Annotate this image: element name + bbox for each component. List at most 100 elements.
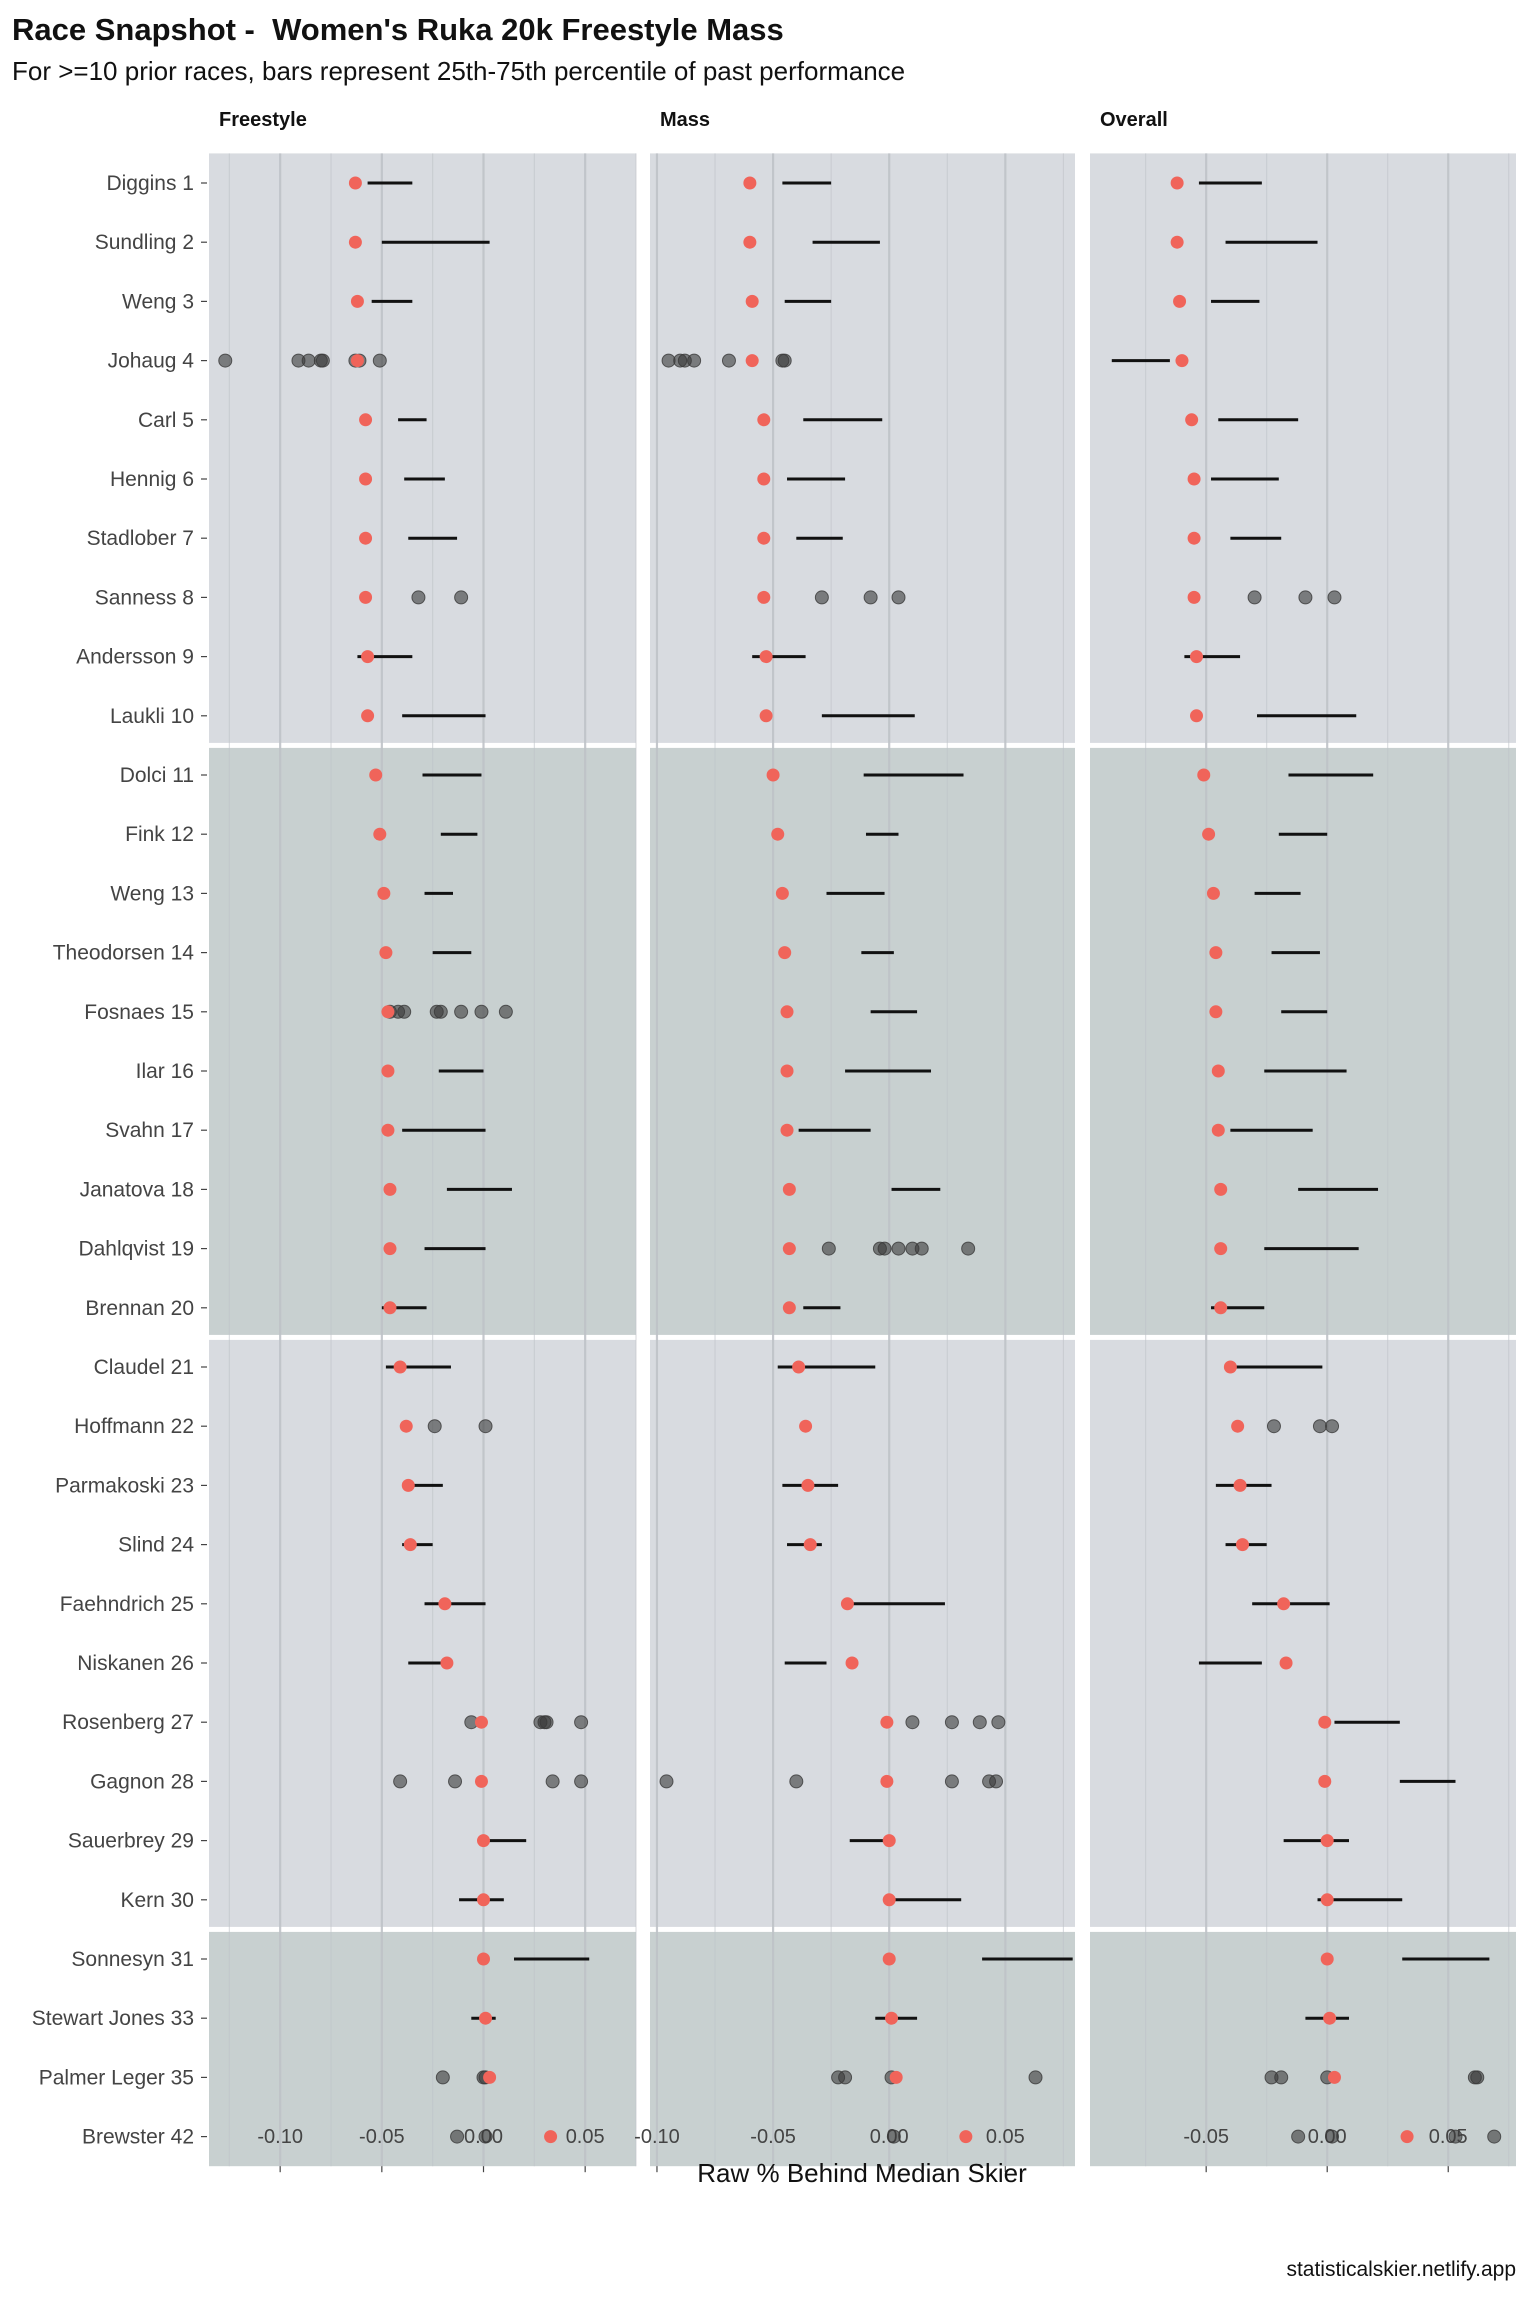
current-race-point <box>379 946 393 960</box>
past-result-point <box>433 1004 448 1019</box>
current-race-point <box>778 946 792 960</box>
past-result-point <box>821 1241 836 1256</box>
current-race-point <box>1170 176 1184 190</box>
past-result-point <box>450 2129 465 2144</box>
skier-label: Johaug 4 <box>108 350 195 373</box>
chart-subtitle: For >=10 prior races, bars represent 25t… <box>12 56 906 86</box>
skier-label: Slind 24 <box>118 1534 194 1557</box>
current-race-point <box>381 1064 395 1078</box>
past-result-point <box>454 590 469 605</box>
current-race-point <box>350 294 364 308</box>
panel-label-overall: Overall <box>1100 109 1168 131</box>
panel-band <box>650 153 1075 743</box>
panel-band <box>1090 1339 1516 1927</box>
current-race-point <box>743 235 757 249</box>
past-result-point <box>454 1004 469 1019</box>
past-result-point <box>372 353 387 368</box>
current-race-point <box>403 1538 417 1552</box>
past-result-point <box>1312 1419 1327 1434</box>
current-race-point <box>359 472 373 486</box>
current-race-point <box>803 1538 817 1552</box>
current-race-point <box>383 1182 397 1196</box>
skier-label: Claudel 21 <box>94 1356 194 1379</box>
current-race-point <box>399 1419 413 1433</box>
current-race-point <box>359 413 373 427</box>
panel-band <box>650 1931 1075 2167</box>
past-result-point <box>891 1241 906 1256</box>
skier-label: Carl 5 <box>138 409 194 432</box>
current-race-point <box>1320 1952 1334 1966</box>
past-result-point <box>891 590 906 605</box>
current-race-point <box>1187 590 1201 604</box>
x-tick-label: 0.05 <box>566 2126 605 2148</box>
current-race-point <box>882 1893 896 1907</box>
current-race-point <box>782 1182 796 1196</box>
current-race-point <box>1327 2070 1341 2084</box>
panel-band <box>650 1339 1075 1927</box>
skier-label: Brennan 20 <box>85 1297 194 1320</box>
skier-label: Sundling 2 <box>95 231 194 254</box>
past-result-point <box>1266 1419 1281 1434</box>
skier-label: Hennig 6 <box>110 468 194 491</box>
skier-label: Janatova 18 <box>80 1178 194 1201</box>
past-result-point <box>961 1241 976 1256</box>
x-tick-label: -0.10 <box>257 2126 303 2148</box>
current-race-point <box>757 531 771 545</box>
current-race-point <box>1400 2130 1414 2144</box>
past-result-point <box>789 1774 804 1789</box>
past-result-point <box>838 2070 853 2085</box>
skier-label: Sonnesyn 31 <box>71 1948 194 1971</box>
current-race-point <box>889 2070 903 2084</box>
past-result-point <box>574 1715 589 1730</box>
past-result-point <box>659 1774 674 1789</box>
current-race-point <box>544 2130 558 2144</box>
past-result-point <box>393 1774 408 1789</box>
current-race-point <box>1223 1360 1237 1374</box>
current-race-point <box>757 472 771 486</box>
x-tick-label: -0.05 <box>359 2126 405 2148</box>
skier-label: Diggins 1 <box>106 172 194 195</box>
current-race-point <box>440 1656 454 1670</box>
current-race-point <box>1277 1597 1291 1611</box>
past-result-point <box>478 2129 493 2144</box>
past-result-point <box>863 590 878 605</box>
chart-caption: statisticalskier.netlify.app <box>1286 2258 1516 2281</box>
current-race-point <box>1209 1005 1223 1019</box>
skier-label: Sauerbrey 29 <box>68 1830 194 1853</box>
past-result-point <box>1298 590 1313 605</box>
current-race-point <box>1190 650 1203 664</box>
past-result-point <box>687 353 702 368</box>
past-result-point <box>991 1715 1006 1730</box>
past-result-point <box>301 353 316 368</box>
past-result-point <box>397 1004 412 1019</box>
skier-label: Gagnon 28 <box>90 1770 194 1793</box>
current-race-point <box>361 709 375 723</box>
current-race-point <box>771 827 785 841</box>
current-race-point <box>745 294 759 308</box>
panel-band <box>1090 747 1516 1335</box>
past-result-point <box>435 2070 450 2085</box>
skier-label: Andersson 9 <box>76 646 194 669</box>
x-tick-label: -0.05 <box>1183 2126 1229 2148</box>
past-result-point <box>905 1715 920 1730</box>
current-race-point <box>780 1064 794 1078</box>
current-race-point <box>799 1419 813 1433</box>
current-race-point <box>1185 413 1199 427</box>
past-result-point <box>427 1419 442 1434</box>
current-race-point <box>393 1360 407 1374</box>
past-result-point <box>661 353 676 368</box>
skier-label: Fosnaes 15 <box>84 1001 194 1024</box>
current-race-point <box>759 650 773 664</box>
current-race-point <box>1197 768 1211 782</box>
current-race-point <box>780 1005 794 1019</box>
current-race-point <box>477 1952 490 1966</box>
past-result-point <box>411 590 426 605</box>
past-result-point <box>1247 590 1262 605</box>
current-race-point <box>1320 1834 1334 1848</box>
current-race-point <box>782 1301 796 1315</box>
skier-label: Parmakoski 23 <box>55 1474 194 1497</box>
current-race-point <box>743 176 757 190</box>
current-race-point <box>1187 472 1201 486</box>
skier-label: Weng 13 <box>110 882 194 905</box>
current-race-point <box>882 1952 896 1966</box>
